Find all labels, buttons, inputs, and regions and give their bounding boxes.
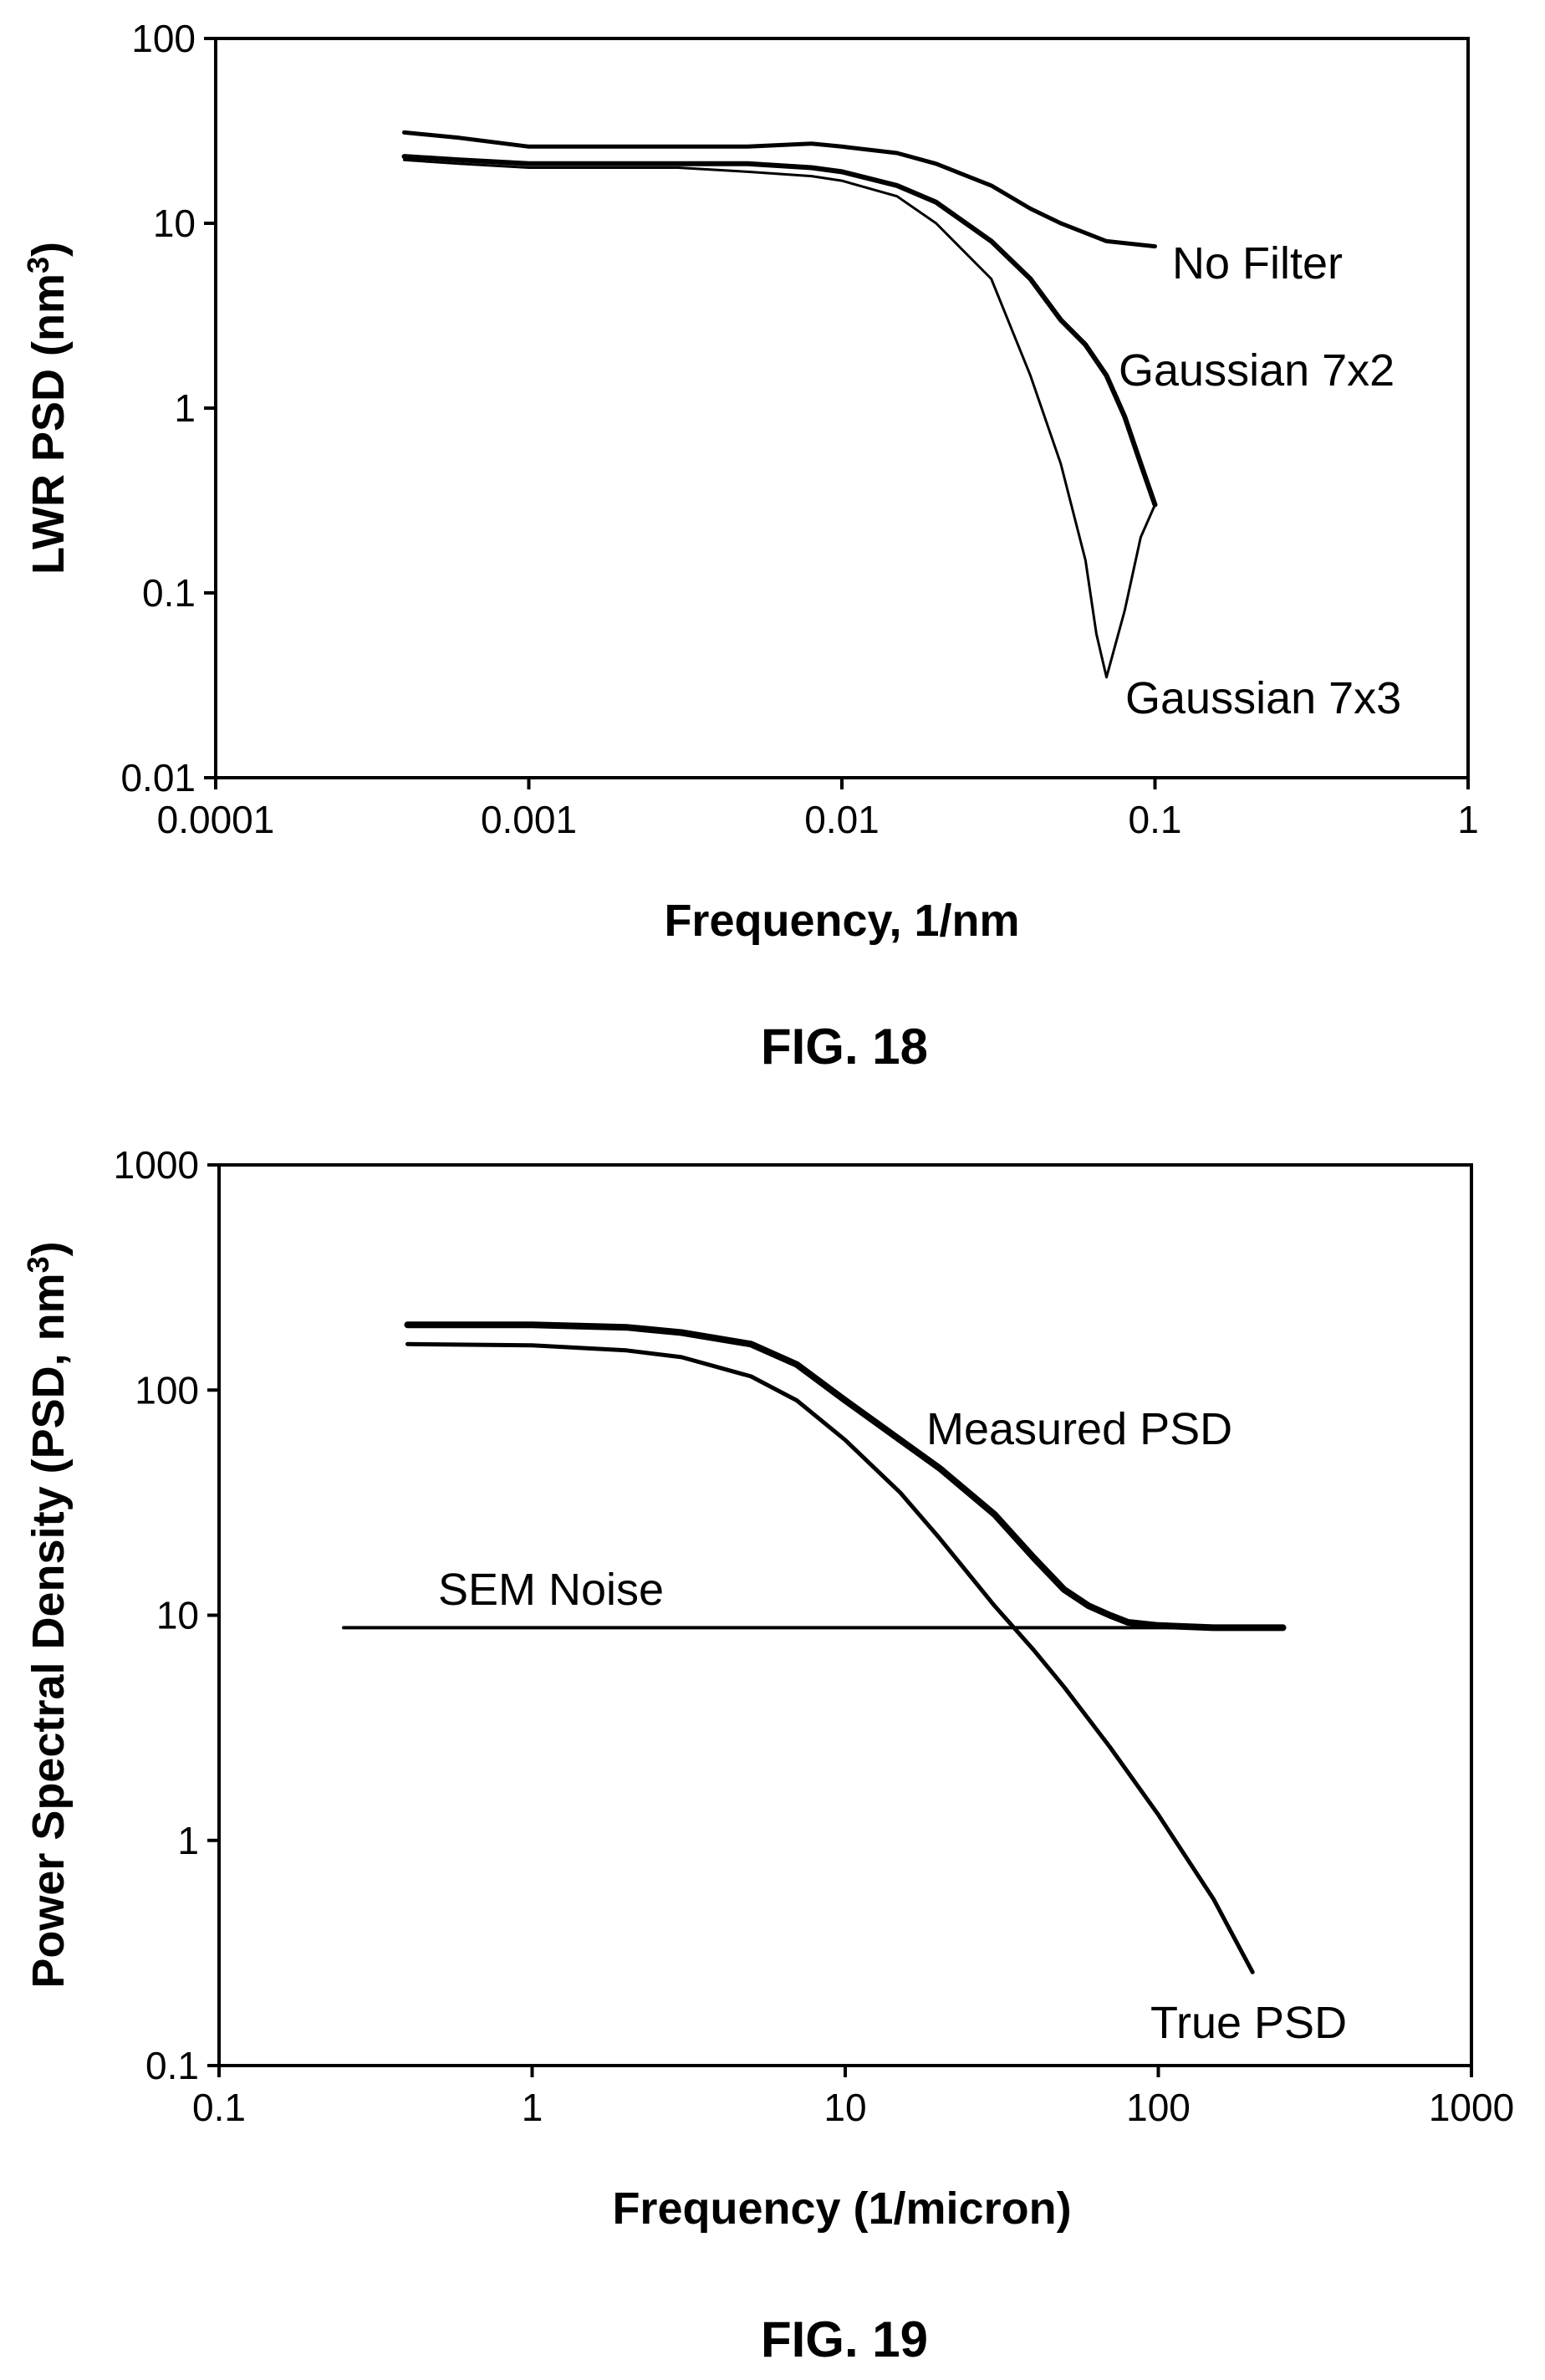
series-line-gaussian-7x2 — [401, 154, 1158, 508]
y-tick-label: 0.1 — [142, 571, 196, 615]
chart-fig18: 0.0001 0.001 0.01 0.1 1 0.01 0.1 1 10 100 Freque… — [21, 17, 1479, 1075]
x-tick-label: 1 — [1457, 798, 1479, 841]
series-line-no-filter — [402, 130, 1157, 249]
series-line-true-psd — [405, 1341, 1255, 1974]
plot-frame — [214, 37, 1470, 779]
x-tick-label: 0.0001 — [157, 798, 275, 841]
x-tick-label: 10 — [823, 2086, 866, 2129]
plot-frame — [217, 1163, 1473, 2067]
y-axis-label: LWR PSD (nm3) — [21, 242, 74, 575]
annotation-sem-noise: SEM Noise — [438, 1565, 664, 1615]
x-tick-label: 1000 — [1429, 2086, 1514, 2129]
x-axis-ticks: 0.1 1 10 100 1000 — [192, 2066, 1514, 2129]
figure-label: FIG. 19 — [761, 2311, 928, 2367]
annotation-measured-psd: Measured PSD — [926, 1404, 1232, 1454]
y-tick-label: 1 — [174, 386, 196, 430]
chart-fig19: 0.1 1 10 100 1000 0.1 1 10 100 1000 Frequency (1… — [21, 1143, 1514, 2367]
series-group — [342, 1321, 1287, 1974]
x-tick-label: 1 — [522, 2086, 543, 2129]
x-tick-label: 0.1 — [1129, 798, 1182, 841]
figure-label: FIG. 18 — [761, 1019, 928, 1075]
y-tick-label: 0.1 — [145, 2044, 199, 2087]
y-tick-label: 10 — [156, 1594, 199, 1637]
y-axis-ticks: 0.1 1 10 100 1000 — [114, 1143, 219, 2087]
x-tick-label: 100 — [1126, 2086, 1191, 2129]
x-axis-label: Frequency, 1/nm — [664, 896, 1019, 946]
y-axis-label: Power Spectral Density (PSD, nm3) — [21, 1241, 74, 1988]
y-tick-label: 100 — [135, 1368, 199, 1412]
y-tick-label: 1 — [177, 1819, 199, 1862]
annotation-no-filter: No Filter — [1172, 238, 1343, 289]
x-axis-ticks: 0.0001 0.001 0.01 0.1 1 — [157, 778, 1479, 841]
series-group — [401, 130, 1158, 679]
y-axis-ticks: 0.01 0.1 1 10 100 — [120, 17, 216, 799]
x-axis-label: Frequency (1/micron) — [612, 2183, 1071, 2234]
x-tick-label: 0.1 — [192, 2086, 246, 2129]
x-tick-label: 0.001 — [481, 798, 577, 841]
annotation-gaussian-7x2: Gaussian 7x2 — [1119, 345, 1395, 396]
series-line-gaussian-7x3 — [403, 158, 1156, 679]
y-tick-label: 1000 — [114, 1143, 199, 1187]
series-line-measured-psd — [404, 1321, 1287, 1632]
annotation-gaussian-7x3: Gaussian 7x3 — [1125, 673, 1401, 723]
y-tick-label: 0.01 — [120, 756, 196, 799]
y-tick-label: 10 — [153, 202, 196, 245]
annotation-true-psd: True PSD — [1150, 1998, 1347, 2048]
y-tick-label: 100 — [131, 17, 196, 60]
x-tick-label: 0.01 — [804, 798, 880, 841]
